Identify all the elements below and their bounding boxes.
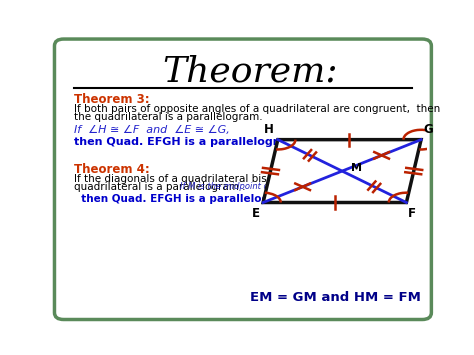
Text: H: H	[264, 122, 274, 136]
Text: If both pairs of opposite angles of a quadrilateral are congruent,  then: If both pairs of opposite angles of a qu…	[74, 104, 440, 114]
FancyBboxPatch shape	[55, 39, 431, 320]
Polygon shape	[263, 140, 421, 202]
Text: E: E	[251, 207, 259, 220]
Text: Theorem 3:: Theorem 3:	[74, 93, 150, 106]
Text: Theorem 4:: Theorem 4:	[74, 163, 150, 176]
Text: If  ∠H ≅ ∠F  and  ∠E ≅ ∠G,: If ∠H ≅ ∠F and ∠E ≅ ∠G,	[74, 125, 230, 135]
Text: M: M	[351, 163, 362, 173]
Text: the quadrilateral is a parallelogram.: the quadrilateral is a parallelogram.	[74, 112, 263, 122]
Text: then Quad. EFGH is a parallelogram.: then Quad. EFGH is a parallelogram.	[74, 137, 301, 147]
Text: Theorem:: Theorem:	[162, 55, 337, 89]
Text: If M is the midpoint of ̅E̅G̅ and ̅F̅H̅: If M is the midpoint of ̅E̅G̅ and ̅F̅H̅	[181, 182, 319, 191]
Text: EM = GM and HM = FM: EM = GM and HM = FM	[250, 291, 421, 304]
Text: G: G	[423, 122, 433, 136]
Text: If the diagonals of a quadrilateral bisect each other, then the: If the diagonals of a quadrilateral bise…	[74, 174, 393, 184]
Text: then Quad. EFGH is a parallelogram.: then Quad. EFGH is a parallelogram.	[74, 194, 296, 204]
Text: F: F	[408, 207, 416, 220]
Text: quadrilateral is a parallelogram .: quadrilateral is a parallelogram .	[74, 182, 246, 192]
